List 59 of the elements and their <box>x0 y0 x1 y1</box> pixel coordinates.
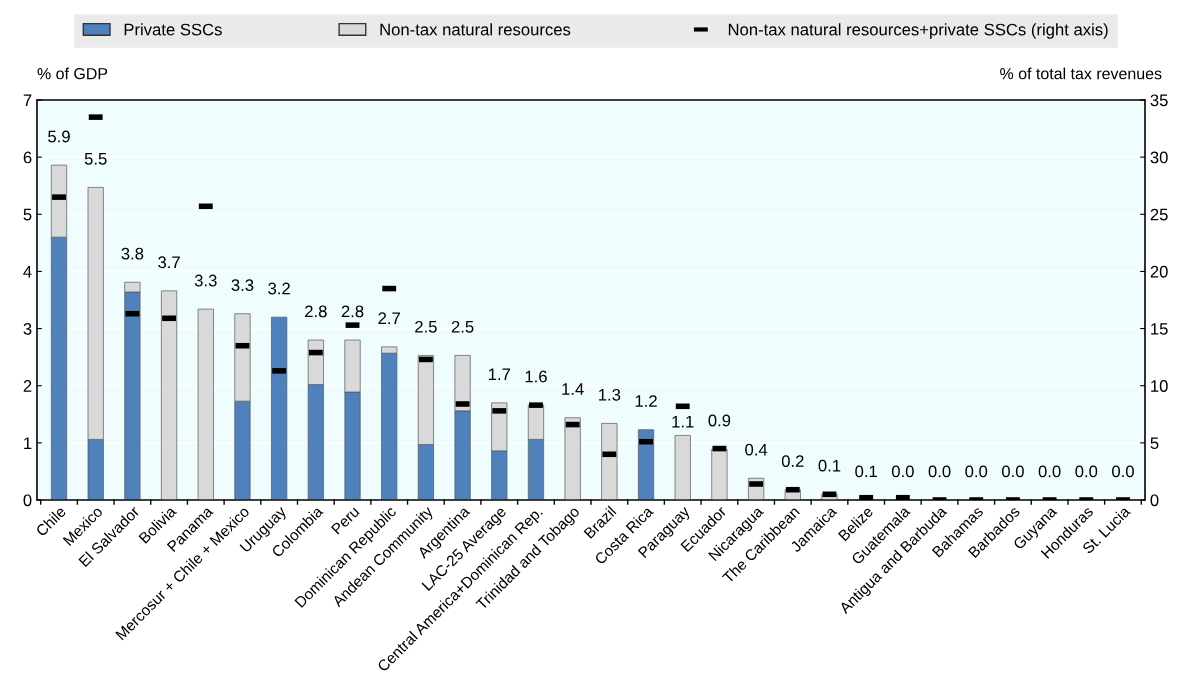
total-label: 1.4 <box>562 383 584 395</box>
legend-label: Non-tax natural resources <box>380 23 571 36</box>
total-label: 2.8 <box>305 305 327 318</box>
total-label: 0.0 <box>1038 465 1061 478</box>
bar <box>271 316 288 500</box>
y2-tick-label: 20 <box>1150 265 1168 278</box>
total-label: 0.0 <box>965 465 988 478</box>
bar <box>197 308 214 500</box>
total-label: 3.7 <box>158 256 180 269</box>
total-label: 0.1 <box>855 465 877 478</box>
total-label: 3.8 <box>121 247 144 260</box>
total-label: 1.3 <box>599 388 621 401</box>
y-tick-label: 1 <box>24 437 32 449</box>
y-tick-label: 7 <box>23 94 32 107</box>
y2-tick-label: 35 <box>1150 94 1168 107</box>
y-axis-title: % of GDP <box>37 67 108 80</box>
total-label: 0.0 <box>1075 465 1098 478</box>
total-label: 3.3 <box>194 274 217 287</box>
bar <box>161 290 178 500</box>
total-label: 3.2 <box>268 282 290 295</box>
bar <box>674 435 691 500</box>
total-label: 5.5 <box>84 153 107 165</box>
y2-tick-label: 30 <box>1150 151 1168 164</box>
y2-tick-label: 25 <box>1150 208 1168 221</box>
y-tick-label: 0 <box>23 494 32 507</box>
total-label: 0.2 <box>781 455 804 467</box>
y-tick-label: 5 <box>23 208 32 221</box>
y2-tick-label: 5 <box>1150 437 1159 450</box>
total-label: 0.4 <box>745 443 768 456</box>
total-label: 1.2 <box>635 395 657 407</box>
total-label: 3.3 <box>231 279 254 291</box>
y-tick-label: 4 <box>23 266 32 278</box>
total-label: 1.6 <box>525 370 547 383</box>
total-label: 5.9 <box>48 130 70 143</box>
total-label: 0.1 <box>818 459 841 472</box>
bar <box>711 448 728 500</box>
total-label: 2.8 <box>341 305 364 318</box>
y-tick-label: 6 <box>23 151 32 164</box>
total-label: 0.0 <box>891 465 914 478</box>
total-label: 2.5 <box>415 320 437 333</box>
y2-tick-label: 10 <box>1151 380 1168 392</box>
y-tick-label: 2 <box>23 380 32 392</box>
bar <box>601 423 618 500</box>
y2-tick-label: 15 <box>1151 323 1168 335</box>
y-tick-label: 3 <box>23 322 32 335</box>
total-label: 0.0 <box>1001 465 1024 478</box>
total-label: 0.0 <box>1112 465 1134 478</box>
bar <box>637 429 655 500</box>
bar <box>564 417 581 500</box>
legend-label: Non-tax natural resources+private SSCs (right axis) <box>728 23 1108 39</box>
total-label: 1.7 <box>488 368 511 380</box>
legend-label: Private SSCs <box>124 23 222 36</box>
total-label: 2.7 <box>378 312 400 324</box>
total-label: 1.1 <box>672 415 694 428</box>
total-label: 0.9 <box>708 414 731 427</box>
y2-tick-label: 0 <box>1150 494 1159 507</box>
total-label: 0.0 <box>928 465 951 478</box>
total-label: 2.5 <box>451 320 474 333</box>
y2-axis-title: % of total tax revenues <box>1000 67 1162 80</box>
